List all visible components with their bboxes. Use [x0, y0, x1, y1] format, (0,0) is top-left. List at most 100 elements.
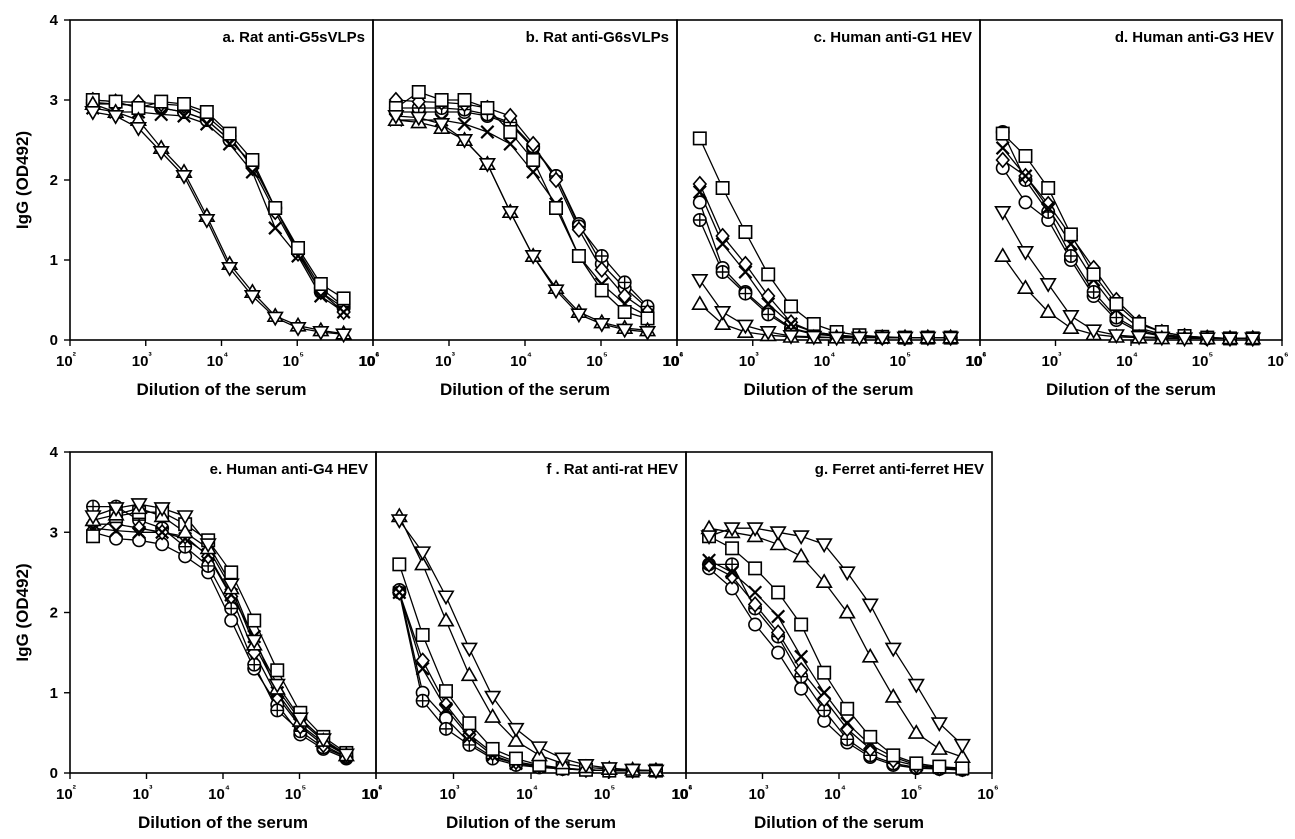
data-point-triangle-up: [930, 740, 948, 755]
series-circle: [699, 202, 951, 339]
data-point-cross: [692, 185, 707, 199]
plot-frame: [375, 451, 687, 774]
data-point-triangle-down: [554, 752, 572, 768]
data-point-triangle-down: [942, 331, 960, 347]
data-point-square: [725, 541, 740, 556]
data-point-triangle-down: [1221, 332, 1239, 348]
data-point-triangle-down: [524, 250, 542, 265]
y-axis-title: IgG (OD492): [13, 131, 32, 229]
x-tick-label: 10⁴: [208, 784, 230, 803]
data-point-triangle-down: [805, 330, 823, 346]
data-point-diamond: [747, 596, 763, 613]
x-tick-label: 10²: [56, 784, 77, 803]
data-point-triangle-up: [1016, 279, 1035, 294]
data-point-triangle-up: [691, 295, 709, 310]
series-line: [395, 99, 648, 313]
x-tick-label: 10⁵: [901, 784, 923, 803]
data-point-circle: [224, 613, 239, 628]
x-tick-label: 10⁴: [510, 351, 532, 370]
data-point-circle-plus: [415, 693, 430, 708]
x-tick-label: 10²: [362, 784, 383, 803]
data-point-diamond: [770, 624, 786, 641]
series-triangle-down: [395, 115, 648, 333]
data-point-cross: [725, 565, 740, 580]
data-point-square: [336, 291, 351, 306]
data-point-triangle-down: [530, 741, 548, 757]
data-point-square: [480, 101, 495, 116]
data-point-triangle-down: [861, 598, 879, 614]
data-point-triangle-down: [129, 122, 147, 137]
data-point-triangle-down: [746, 522, 764, 538]
data-point-square: [549, 201, 564, 216]
series-square: [398, 564, 656, 772]
series-line: [395, 119, 648, 332]
series-line: [699, 138, 951, 339]
data-point-triangle-down: [335, 328, 353, 344]
markers-triangle-down: [84, 106, 353, 344]
data-point-square: [932, 759, 947, 774]
x-tick-label: 10³: [132, 784, 153, 803]
data-point-square: [268, 201, 283, 216]
data-point-square: [886, 748, 901, 763]
data-point-square: [411, 85, 426, 100]
data-point-diamond: [571, 221, 587, 239]
data-point-cross: [480, 125, 495, 139]
x-tick-label: 10⁶: [965, 351, 986, 370]
data-point-cross: [462, 729, 477, 744]
data-point-triangle-down: [792, 530, 810, 546]
markers-triangle-up: [390, 507, 665, 777]
data-point-triangle-down: [289, 322, 307, 337]
data-point-triangle-down: [478, 158, 496, 173]
series-line: [708, 527, 963, 758]
series-diamond: [1002, 159, 1253, 340]
data-point-cross: [794, 649, 809, 664]
data-point-triangle-down: [107, 502, 125, 517]
series-line: [92, 99, 345, 313]
panel-f: 10² 10³ 10⁴ 10⁵ 10⁶ Dilution of the serum f . …: [362, 451, 693, 832]
data-point-triangle-down: [953, 738, 971, 754]
data-point-triangle-down: [723, 522, 741, 538]
data-point-triangle-down: [414, 546, 432, 562]
data-point-triangle-down: [198, 214, 216, 229]
data-point-diamond: [1040, 195, 1056, 213]
data-point-triangle-down: [577, 758, 595, 774]
x-tick-label: 10⁴: [824, 784, 846, 803]
series-triangle-up: [395, 119, 648, 332]
data-point-triangle-down: [1130, 330, 1148, 346]
data-point-square: [485, 741, 500, 756]
data-point-diamond: [862, 740, 878, 758]
data-point-cross: [313, 289, 328, 303]
series-circle: [92, 531, 347, 760]
data-point-triangle-down: [691, 274, 709, 289]
data-point-circle-plus: [594, 249, 609, 264]
data-point-circle-plus: [86, 499, 101, 514]
data-point-circle: [692, 195, 707, 210]
data-point-square: [224, 565, 239, 580]
series-line: [699, 191, 951, 339]
data-point-triangle-down: [873, 331, 891, 347]
data-point-triangle-down: [1153, 331, 1171, 347]
data-point-triangle-down: [907, 678, 925, 694]
data-point-triangle-down: [624, 763, 642, 779]
data-point-triangle-up: [460, 666, 478, 682]
data-point-triangle-down: [616, 323, 634, 339]
data-point-cross: [1041, 201, 1056, 215]
markers-diamond: [85, 515, 354, 766]
markers-triangle-down: [994, 206, 1262, 348]
series-line: [92, 101, 345, 307]
series-circle: [398, 589, 656, 772]
panel-c: 10² 10³ 10⁴ 10⁵ 10⁶ Dilution of the serum c. H…: [663, 19, 987, 399]
data-point-square: [748, 561, 763, 576]
data-point-triangle-down: [600, 762, 618, 777]
data-point-circle-plus: [1086, 284, 1101, 299]
data-point-cross: [1018, 169, 1033, 183]
data-point-triangle-up: [907, 724, 925, 739]
data-point-diamond: [701, 555, 717, 573]
data-point-triangle-up: [769, 535, 787, 551]
data-point-triangle-down: [759, 326, 777, 341]
series-circle: [708, 567, 963, 771]
y-tick-label: 1: [50, 685, 58, 702]
series-line: [398, 592, 656, 772]
x-tick-label: 10²: [966, 351, 987, 370]
x-tick-label: 10⁵: [285, 784, 307, 803]
